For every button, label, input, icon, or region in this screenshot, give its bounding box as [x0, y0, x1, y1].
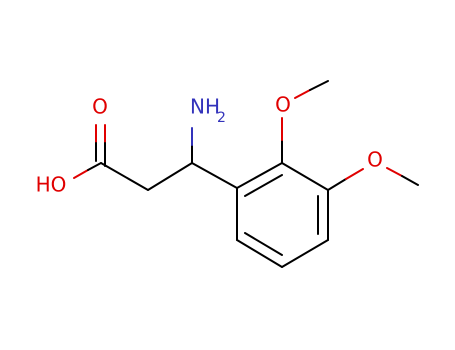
bond [401, 175, 419, 186]
bond [236, 239, 283, 268]
bond [281, 239, 329, 268]
bond [327, 178, 347, 191]
bond [244, 232, 283, 256]
bond [100, 162, 149, 191]
bond [147, 162, 193, 191]
bond [281, 162, 329, 191]
atom-label: NH [190, 95, 220, 119]
atom-label: O [275, 93, 291, 117]
bond [345, 168, 364, 180]
atom-label: HO [36, 173, 67, 197]
atom-label: O [367, 148, 383, 172]
atom-label: O [92, 95, 108, 119]
bond [244, 174, 283, 197]
bond [386, 167, 403, 177]
bond [191, 162, 238, 189]
bond [236, 162, 283, 189]
bond [87, 162, 102, 171]
atom-subscript: 2 [217, 110, 226, 126]
bond [309, 80, 329, 91]
bond [294, 89, 311, 99]
bond [73, 169, 89, 179]
